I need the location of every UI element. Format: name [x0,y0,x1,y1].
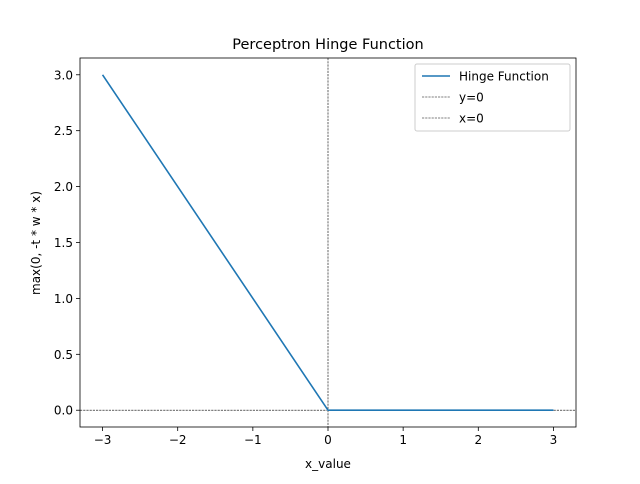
y-tick-label-2: 1.0 [54,292,73,306]
legend-box [414,63,571,132]
x-tick-label-2: −1 [244,433,262,447]
y-tick-label-4: 2.0 [54,180,73,194]
y-tick-label-3: 1.5 [54,236,73,250]
x-tick-label-0: −3 [94,433,112,447]
legend-entry-ref-1-label: x=0 [459,112,484,126]
x-tick-label-4: 1 [399,433,407,447]
x-tick-label-5: 2 [474,433,482,447]
y-tick-label-6: 3.0 [54,68,73,82]
legend-entry-ref-0-label: y=0 [459,91,484,105]
x-tick-label-6: 3 [550,433,558,447]
series-line-0 [101,74,554,412]
legend-entry-series-0-label: Hinge Function [459,70,549,84]
chart-title: Perceptron Hinge Function [232,37,423,53]
y-axis-label: max(0, -t * w * x) [29,191,43,295]
y-tick-label-5: 2.5 [54,124,73,138]
axes: −3 −2 −1 0 1 2 3 0.0 0.5 1.0 1.5 2.0 2.5 3.0 [54,57,577,447]
y-tick-label-1: 0.5 [54,348,73,362]
x-tick-label-3: 0 [324,433,332,447]
x-tick-label-1: −2 [169,433,187,447]
series-layer [101,74,554,412]
legend: Hinge Function y=0 x=0 [414,63,571,132]
x-axis-label: x_value [305,457,351,471]
y-tick-label-0: 0.0 [54,404,73,418]
